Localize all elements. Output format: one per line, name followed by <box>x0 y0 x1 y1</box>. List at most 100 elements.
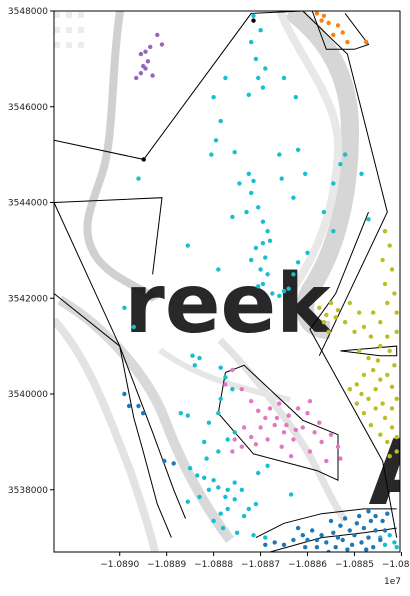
scatter-point <box>220 525 226 531</box>
scatter-point <box>256 75 261 81</box>
scatter-point <box>230 367 235 373</box>
scatter-point <box>321 209 327 215</box>
scatter-point <box>204 456 209 461</box>
scatter-point <box>385 334 390 339</box>
scatter-point <box>246 92 251 98</box>
scatter-point <box>159 42 165 47</box>
scatter-point <box>197 494 202 500</box>
basemap-label: reek <box>124 257 333 352</box>
scatter-point <box>263 255 268 260</box>
scatter-point <box>131 324 136 330</box>
scatter-point <box>155 32 160 38</box>
scatter-point <box>286 286 291 291</box>
scatter-point <box>239 487 244 492</box>
scatter-point <box>230 449 235 454</box>
scatter-point <box>195 473 200 478</box>
scatter-point <box>293 427 298 433</box>
scatter-point <box>303 545 308 550</box>
scatter-point <box>225 437 230 442</box>
scatter-point <box>265 437 270 442</box>
scatter-point <box>213 138 219 143</box>
scatter-point <box>134 75 139 81</box>
scatter-point <box>253 501 259 507</box>
scatter-point <box>192 363 197 368</box>
plot-frame <box>53 10 401 553</box>
scatter-point <box>291 272 296 277</box>
scatter-point <box>364 39 369 45</box>
scatter-point <box>361 324 367 330</box>
x-tick-label: −1.0889 <box>147 560 186 570</box>
boundary-polygon <box>340 345 398 357</box>
scatter-point <box>223 75 228 81</box>
scatter-point <box>216 449 221 454</box>
y-tick-label: 3540000 <box>8 390 48 400</box>
scatter-point <box>364 547 369 552</box>
scatter-point <box>328 518 334 524</box>
scatter-point <box>291 537 296 543</box>
scatter-point <box>310 528 315 533</box>
scatter-point <box>305 411 310 416</box>
scatter-point <box>373 528 378 533</box>
scatter-point <box>171 461 176 466</box>
scatter-point <box>394 449 399 454</box>
scatter-point <box>253 245 259 251</box>
boundary-polygon <box>302 11 388 356</box>
scatter-point <box>357 310 362 315</box>
scatter-point <box>281 542 287 547</box>
scatter-point <box>382 229 388 234</box>
scatter-point <box>366 396 371 401</box>
scatter-point <box>295 260 301 265</box>
scatter-point <box>338 456 343 461</box>
scatter-point <box>216 485 221 490</box>
scatter-point <box>371 310 376 315</box>
scatter-point <box>387 348 392 354</box>
scatter-point <box>178 411 183 416</box>
scatter-point <box>281 288 287 294</box>
scatter-point <box>232 430 237 435</box>
scatter-point <box>389 267 395 272</box>
scatter-point <box>267 406 273 411</box>
scatter-point <box>251 533 256 538</box>
scatter-point <box>256 408 261 413</box>
scatter-point <box>223 494 228 500</box>
x-tick-label: −1.0885 <box>335 560 374 570</box>
scatter-point <box>342 516 348 521</box>
scatter-point <box>354 521 359 526</box>
scatter-point <box>223 375 228 380</box>
scatter-point <box>312 430 317 435</box>
scatter-point <box>387 243 392 248</box>
x-axis: −1.0890 −1.0889 −1.0888 −1.0887 −1.0886 −1.08… <box>100 552 410 570</box>
basemap-label-secondary: A <box>369 421 410 526</box>
scatter-point <box>249 434 254 440</box>
x-tick-label: −1.0887 <box>241 560 280 570</box>
scatter-point <box>190 353 195 358</box>
scatter-point <box>354 382 359 387</box>
scatter-point <box>216 267 221 272</box>
scatter-point <box>300 533 305 538</box>
scatter-point <box>335 308 341 313</box>
scatter-point <box>230 387 235 392</box>
scatter-point <box>331 32 336 38</box>
scatter-point <box>317 420 322 425</box>
basemap-road <box>54 317 159 552</box>
scatter-point <box>389 406 395 411</box>
scatter-point <box>232 497 237 502</box>
scatter-point <box>136 403 141 409</box>
scatter-point <box>361 525 367 531</box>
scatter-point <box>141 411 146 416</box>
scatter-point <box>394 434 399 440</box>
scatter-point <box>335 535 341 540</box>
scatter-point <box>263 542 268 547</box>
scatter-point <box>392 540 397 545</box>
scatter-point <box>340 537 345 543</box>
scatter-point <box>345 547 350 552</box>
x-tick-label: −1.0884 <box>382 560 410 570</box>
scatter-point <box>241 513 247 519</box>
scatter-point <box>288 492 294 497</box>
scatter-point <box>141 157 146 162</box>
scatter-point <box>136 176 141 181</box>
scatter-point <box>366 509 371 514</box>
scatter-point <box>361 372 367 378</box>
scatter-point <box>373 513 378 519</box>
scatter-point <box>357 348 362 354</box>
